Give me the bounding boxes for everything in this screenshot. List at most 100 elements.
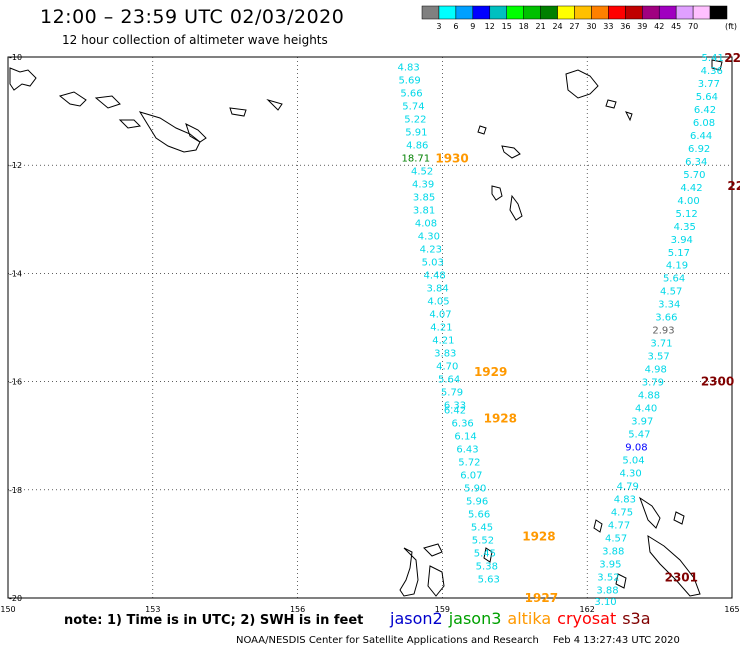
colorbar-swatch (489, 5, 507, 20)
colorbar-swatch (421, 5, 440, 20)
colorbar-label: 33 (603, 22, 613, 31)
wave-height-label: 5.90 (464, 484, 486, 495)
wave-height-label: 5.38 (476, 562, 498, 573)
lat-tick-label: -14 (9, 269, 22, 278)
satellite-legend-item: cryosat (557, 609, 617, 628)
wave-height-label: 4.23 (420, 245, 442, 256)
wave-height-label: 5.52 (472, 536, 494, 547)
colorbar-swatch (557, 5, 575, 20)
lon-tick-label: 156 (290, 605, 305, 614)
satellite-legend-item: jason2 (390, 609, 443, 628)
wave-height-label: 4.70 (436, 361, 458, 372)
wave-height-label: 3.52 (597, 572, 619, 583)
wave-height-label: 4.75 (611, 507, 633, 518)
wave-height-label: 4.57 (660, 287, 682, 298)
lat-tick-label: -18 (9, 486, 22, 495)
satellite-legend-item: altika (507, 609, 552, 628)
wave-height-label: 3.85 (413, 193, 435, 204)
wave-height-label: 4.21 (432, 335, 454, 346)
wave-height-label: 4.98 (645, 365, 667, 376)
wave-height-label: 5.45 (474, 549, 496, 560)
colorbar-swatch (642, 5, 660, 20)
wave-height-label: 4.83 (614, 494, 636, 505)
wave-height-label: 5.66 (400, 89, 422, 100)
lat-tick-label: -10 (9, 53, 22, 62)
colorbar-swatch (540, 5, 558, 20)
wave-height-label: 3.83 (434, 348, 456, 359)
wave-height-label: 3.88 (602, 546, 624, 557)
wave-height-label: 3.81 (413, 206, 435, 217)
credit-line: NOAA/NESDIS Center for Satellite Applica… (236, 635, 680, 646)
wave-height-label: 5.70 (683, 170, 705, 181)
lat-tick-label: -20 (9, 594, 22, 603)
wave-height-label: 6.08 (693, 118, 715, 129)
lon-tick-label: 162 (580, 605, 595, 614)
wave-height-label: 5.03 (422, 257, 444, 268)
wave-height-label: 3.10 (594, 597, 616, 608)
map-grid: 150 153 156 159 162 165 -10 -12 -14 -16 -18 -20 (0, 53, 739, 614)
map-title: 12:00 – 23:59 UTC 02/03/2020 (40, 6, 345, 28)
wave-height-label: 5.66 (468, 510, 490, 521)
pass-time-label: 225 (724, 51, 740, 65)
wave-height-label: 4.00 (677, 196, 699, 207)
colorbar-label: 9 (470, 22, 475, 31)
colorbar-swatch (574, 5, 592, 20)
pass-timestamps: 1930 1929 1928 1928 1927 225 2259 2300 2301 (435, 51, 740, 605)
wave-height-label: 6.92 (688, 144, 710, 155)
wave-height-label: 6.44 (690, 131, 712, 142)
lon-tick-label: 159 (435, 605, 450, 614)
colorbar-swatch (658, 5, 677, 20)
lat-tick-label: -12 (9, 161, 22, 170)
wave-height-label: 3.97 (631, 417, 653, 428)
wave-height-label: 2.93 (652, 326, 674, 337)
wave-height-label: 3.71 (650, 339, 672, 350)
wave-height-label: 5.96 (466, 497, 488, 508)
pass-time-label: 1928 (522, 529, 555, 543)
wave-height-label: 6.34 (685, 157, 707, 168)
wave-height-label: 4.07 (429, 309, 451, 320)
colorbar-label: 39 (637, 22, 647, 31)
wave-height-label: 3.57 (648, 352, 670, 363)
colorbar-label: 42 (654, 22, 664, 31)
wave-height-label: 6.14 (454, 432, 476, 443)
colorbar-label: 15 (502, 22, 512, 31)
wave-height-label: 4.08 (415, 219, 437, 230)
colorbar-unit: (ft) (725, 22, 737, 31)
colorbar-swatch (438, 5, 457, 20)
map-frame (7, 56, 733, 599)
colorbar-swatch (455, 5, 474, 20)
wave-height-label: 6.43 (456, 445, 478, 456)
wave-height-label: 3.88 (596, 585, 618, 596)
pass-time-label: 2300 (701, 375, 734, 389)
pass-time-label: 2259 (727, 179, 740, 193)
colorbar-label: 36 (620, 22, 630, 31)
wave-height-label: 4.39 (412, 180, 434, 191)
colorbar-swatch (709, 5, 728, 20)
wave-height-label: 5.63 (478, 575, 500, 586)
colorbar-swatch (472, 5, 491, 20)
wave-height-label: 4.48 (424, 270, 446, 281)
colorbar-swatch (608, 5, 626, 20)
wave-height-label: 3.34 (658, 300, 680, 311)
wave-height-label: 6.07 (460, 471, 482, 482)
wave-height-label: 5.45 (471, 523, 493, 534)
colorbar-swatch (625, 5, 643, 20)
wave-height-label: 4.21 (430, 322, 452, 333)
colorbar-label: 24 (552, 22, 562, 31)
wave-height-label: 4.57 (605, 533, 627, 544)
colorbar-label: 18 (519, 22, 529, 31)
wave-height-label: 5.69 (398, 76, 420, 87)
colorbar-label: 6 (453, 22, 458, 31)
map-subtitle: 12 hour collection of altimeter wave hei… (62, 33, 328, 47)
wave-height-label: 4.36 (701, 66, 723, 77)
wave-height-label: 5.12 (675, 209, 697, 220)
satellite-legend-item: jason3 (448, 609, 502, 628)
colorbar-label: 21 (536, 22, 546, 31)
wave-height-label: 4.83 (397, 63, 419, 74)
lon-tick-label: 165 (724, 605, 739, 614)
wave-height-label: 3.77 (698, 79, 720, 90)
wave-height-label: 4.88 (638, 391, 660, 402)
wave-height-label: 5.04 (622, 456, 644, 467)
credit-org: NOAA/NESDIS Center for Satellite Applica… (236, 635, 539, 646)
